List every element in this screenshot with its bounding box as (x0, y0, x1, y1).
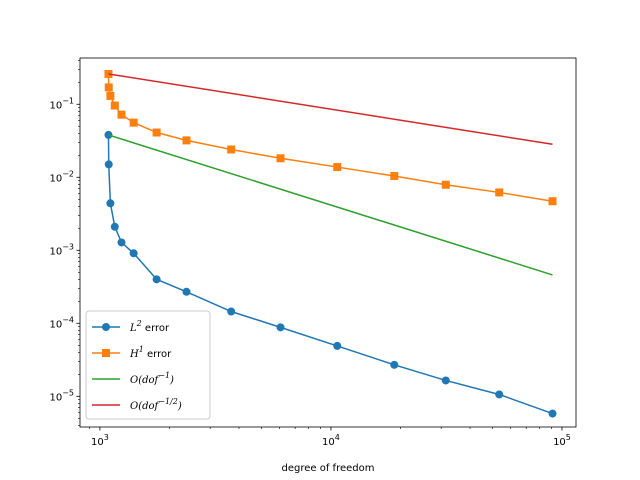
data-point (441, 180, 450, 189)
data-point (548, 197, 557, 206)
data-point (182, 136, 191, 145)
data-point (104, 83, 113, 92)
tick-label: 105 (553, 433, 571, 448)
tick-label: 10−5 (49, 388, 74, 403)
tick-label: 10−4 (49, 315, 74, 330)
data-point (227, 145, 236, 154)
legend-label: L2 error (129, 319, 170, 334)
data-point (129, 118, 138, 127)
data-point (129, 249, 138, 258)
x-axis: 103 104 105 (89, 427, 571, 448)
series-4 (108, 73, 553, 146)
tick-label: 10−3 (49, 242, 74, 257)
legend-label: H1 error (129, 345, 172, 360)
data-point (276, 154, 285, 163)
legend-marker (102, 323, 110, 331)
tick-label: 103 (91, 433, 109, 448)
data-point (227, 307, 236, 316)
legend: L2 error H1 error O(dof−1) O(dof−1/2) (85, 310, 211, 420)
data-point (390, 172, 399, 181)
legend-item: O(dof−1) (92, 371, 174, 386)
data-point (110, 101, 119, 110)
data-point (110, 222, 119, 231)
series-line (108, 134, 553, 276)
data-point (276, 323, 285, 332)
data-point (106, 91, 115, 100)
legend-marker (102, 349, 110, 357)
series-line (108, 73, 553, 146)
data-point (152, 275, 161, 284)
x-axis-label: degree of freedom (282, 463, 375, 474)
data-point (548, 409, 557, 418)
plot-area (104, 69, 557, 418)
tick-label: 10−1 (49, 96, 74, 111)
data-point (106, 199, 115, 208)
legend-label: O(dof−1/2) (130, 397, 182, 412)
data-point (104, 160, 113, 169)
legend-box (85, 310, 211, 420)
tick-label: 10−2 (49, 169, 74, 184)
series-1 (104, 130, 557, 418)
data-point (104, 130, 113, 139)
series-2 (104, 69, 557, 206)
series-3 (108, 134, 553, 276)
data-point (182, 287, 191, 296)
data-point (152, 128, 161, 137)
data-point (333, 163, 342, 172)
data-point (495, 390, 504, 399)
data-point (104, 69, 113, 78)
y-axis: 10−5 10−4 10−3 10−2 10−1 (49, 59, 80, 426)
data-point (117, 110, 126, 119)
legend-item: H1 error (92, 345, 172, 360)
legend-item: L2 error (92, 319, 170, 334)
data-point (117, 238, 126, 247)
tick-label: 104 (322, 433, 340, 448)
data-point (390, 360, 399, 369)
legend-label: O(dof−1) (130, 371, 174, 386)
axes-frame (79, 57, 577, 428)
data-point (333, 341, 342, 350)
data-point (441, 376, 450, 385)
legend-item: O(dof−1/2) (92, 397, 182, 412)
data-point (495, 188, 504, 197)
